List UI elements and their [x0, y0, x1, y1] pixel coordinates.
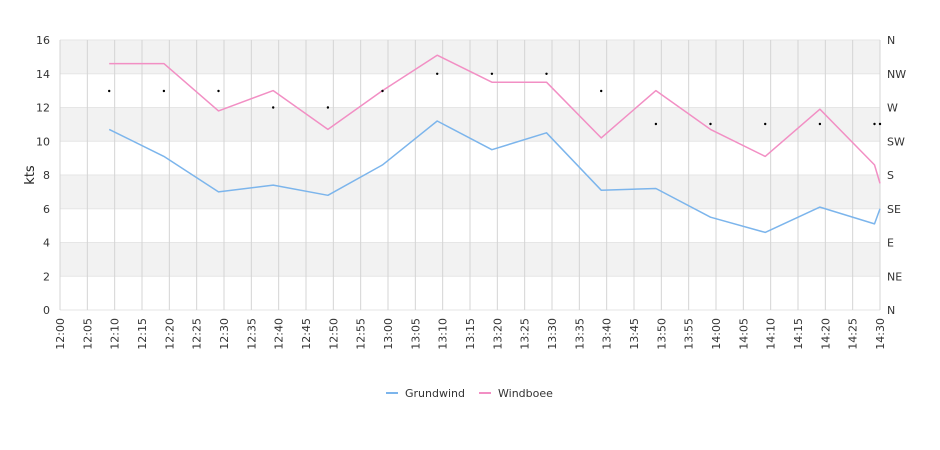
- x-tick-label: 13:55: [683, 318, 696, 350]
- x-tick-label: 12:30: [218, 318, 231, 350]
- x-tick-label: 14:30: [874, 318, 887, 350]
- x-tick-label: 13:50: [655, 318, 668, 350]
- direction-marker: [490, 72, 494, 76]
- x-tick-label: 12:50: [327, 318, 340, 350]
- direction-tick-label: SE: [887, 203, 901, 216]
- direction-marker: [217, 89, 220, 93]
- direction-marker: [600, 89, 603, 93]
- x-tick-label: 12:20: [163, 318, 176, 350]
- x-tick-label: 12:55: [355, 318, 368, 350]
- series-line-grundwind[interactable]: [108, 120, 881, 234]
- x-tick-label: 12:45: [300, 318, 313, 350]
- direction-marker: [545, 72, 548, 76]
- x-tick-label: 13:25: [519, 318, 532, 350]
- y-axis-ticks: 0 2 4 6 8 10 12 14 16: [36, 34, 50, 317]
- direction-tick-label: N: [887, 34, 895, 47]
- legend-label-windboee: Windboee: [498, 387, 553, 400]
- y-tick-label: 0: [43, 304, 50, 317]
- y-tick-label: 12: [36, 102, 50, 115]
- direction-marker: [162, 89, 166, 93]
- direction-marker: [873, 122, 876, 126]
- x-tick-label: 12:10: [109, 318, 122, 350]
- y-axis-label: kts: [23, 165, 38, 185]
- vertical-gridlines: [59, 40, 881, 310]
- x-tick-label: 12:40: [273, 318, 286, 350]
- direction-marker: [108, 89, 111, 93]
- x-tick-label: 14:05: [737, 318, 750, 350]
- x-tick-label: 14:15: [792, 318, 805, 350]
- series-lines: [108, 54, 881, 234]
- direction-tick-label: W: [887, 102, 898, 115]
- x-tick-label: 12:25: [191, 318, 204, 350]
- direction-tick-label: SW: [887, 135, 905, 148]
- y-tick-label: 14: [36, 68, 50, 81]
- legend-item-windboee[interactable]: Windboee: [479, 387, 553, 400]
- x-tick-label: 13:05: [409, 318, 422, 350]
- x-tick-label: 14:25: [847, 318, 860, 350]
- legend-item-grundwind[interactable]: Grundwind: [386, 387, 465, 400]
- y-tick-label: 4: [43, 237, 50, 250]
- y-tick-label: 16: [36, 34, 50, 47]
- y-tick-label: 8: [43, 169, 50, 182]
- x-tick-label: 13:40: [601, 318, 614, 350]
- x-tick-label: 13:20: [491, 318, 504, 350]
- x-tick-label: 12:15: [136, 318, 149, 350]
- direction-marker: [818, 122, 822, 126]
- x-tick-label: 13:30: [546, 318, 559, 350]
- x-tick-label: 12:05: [81, 318, 94, 350]
- direction-marker: [764, 122, 767, 126]
- x-axis-ticks: 12:00 12:05 12:10 12:15 12:20 12:25 12:30 12:35…: [54, 318, 887, 350]
- direction-marker: [709, 122, 712, 126]
- series-line-windboee[interactable]: [109, 54, 881, 184]
- x-tick-label: 13:15: [464, 318, 477, 350]
- direction-marker: [326, 106, 330, 109]
- direction-axis-ticks: N NE E SE S SW W NW N: [887, 34, 906, 317]
- direction-tick-label: NE: [887, 270, 902, 283]
- direction-marker: [878, 122, 882, 126]
- direction-marker: [272, 106, 275, 109]
- legend-label-grundwind: Grundwind: [405, 387, 465, 400]
- y-tick-label: 6: [43, 203, 50, 216]
- direction-markers: [108, 72, 882, 126]
- direction-marker: [654, 122, 658, 126]
- x-tick-label: 12:00: [54, 318, 67, 350]
- direction-tick-label: N: [887, 304, 895, 317]
- direction-tick-label: S: [887, 169, 894, 182]
- y-tick-label: 10: [36, 135, 50, 148]
- x-tick-label: 13:45: [628, 318, 641, 350]
- y-tick-label: 2: [43, 270, 50, 283]
- x-tick-label: 13:10: [437, 318, 450, 350]
- legend[interactable]: Grundwind Windboee: [386, 387, 553, 400]
- direction-tick-label: NW: [887, 68, 906, 81]
- x-tick-label: 13:00: [382, 318, 395, 350]
- direction-tick-label: E: [887, 237, 894, 250]
- direction-marker: [381, 89, 384, 93]
- x-tick-label: 13:35: [573, 318, 586, 350]
- x-tick-label: 14:20: [819, 318, 832, 350]
- direction-marker: [436, 72, 439, 76]
- x-tick-label: 12:35: [245, 318, 258, 350]
- x-tick-label: 14:00: [710, 318, 723, 350]
- x-tick-label: 14:10: [765, 318, 778, 350]
